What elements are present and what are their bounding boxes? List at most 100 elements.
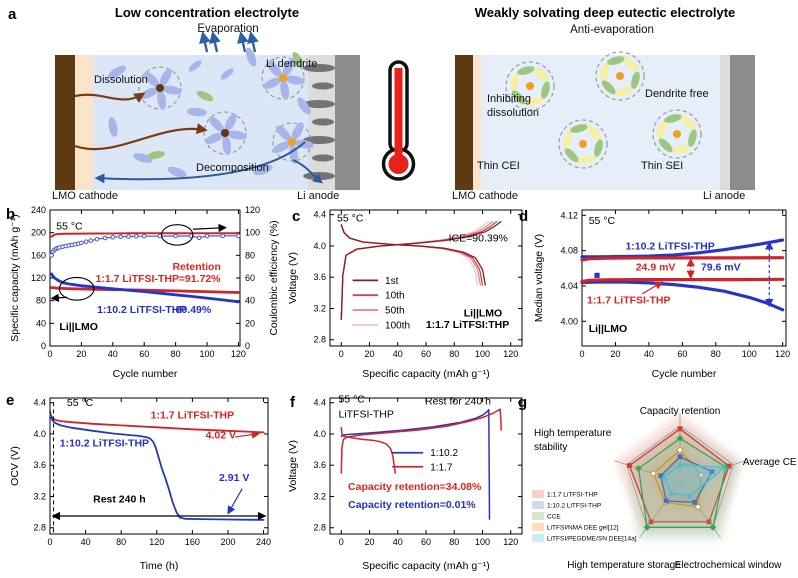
panel-d-label: d [519,208,529,225]
annotation: Rest 240 h [93,494,146,506]
li-dendrite-label: Li dendrite [266,58,318,70]
annotation-arrow [192,223,227,233]
annotation: Capacity retention=34.08% [348,481,482,493]
anti-evaporation-label: Anti-evaporation [570,24,654,36]
series-line [580,280,785,312]
cei-strip [75,55,93,190]
evaporating-solvent-icons [188,60,234,80]
eutectic-cluster [505,61,555,111]
y-tick-label: 200 [31,228,46,238]
x-tick-label: 160 [185,537,200,547]
annotation-arrow [227,488,243,515]
y-axis-label: Voltage (V) [287,252,299,304]
eutectic-cluster [652,109,702,159]
plot-frame [49,397,269,535]
x-tick-label: 40 [644,349,654,359]
annotation: 24.9 mV [636,261,676,273]
annotation: Retention [172,261,220,273]
inhibiting-dissolution-label: Inhibiting dissolution [487,93,539,119]
annotation: 79.6 mV [701,261,741,273]
radar-legend-label: 1:1.7 LiTFSI-THP [547,492,598,499]
y-tick-label: 80 [36,296,46,306]
legend-label: 1:1.7 [430,462,453,473]
eutectic-cluster [595,51,645,101]
x-tick-label: 120 [503,349,518,359]
radar-axis-label: stability [534,442,567,453]
y-tick-label: 160 [31,250,46,260]
radar-legend-label: LiTFSI/PEGDME/SN DEE[14a] [547,536,637,543]
deep-eutectic-schematic [455,51,755,190]
y-tick-label: 4.4 [313,210,326,220]
left-schematic-title: Low concentration electrolyte [114,5,300,20]
solvated-li-cluster [272,122,314,164]
annotation: =91.72% [179,273,221,285]
radar-legend-swatch [532,501,544,509]
x-tick-label: 0 [339,537,344,547]
x-tick-label: 80 [711,349,721,359]
x-tick-label: 240 [256,537,271,547]
annotation: 55 °C [589,215,616,227]
annotation-ellipse [160,224,194,246]
x-tick-label: 120 [775,349,790,359]
x-tick-label: 80 [171,349,181,359]
annotation: 1:1.7 LiTFSI-THP [151,409,234,421]
thermometer-icon [381,60,416,181]
x-tick-label: 40 [108,349,118,359]
legend-label: 1:10.2 [430,448,458,459]
y-tick-label: 3.6 [313,272,326,282]
x-tick-label: 0 [47,349,52,359]
x-tick-label: 120 [231,349,246,359]
x-tick-label: 0 [47,537,52,547]
x-tick-label: 100 [475,349,490,359]
thin-cei-strip [473,55,481,190]
low-concentration-schematic [55,31,360,190]
x-tick-label: 20 [365,349,375,359]
annotation: 55 °C [56,220,83,232]
radar-axis-label: Electrochemical window [675,560,782,571]
panel-b-label: b [6,206,16,223]
x-tick-label: 80 [449,537,459,547]
annotation: Li||LMO [59,321,98,333]
annotation: 1:10.2 LiTFSI-THP [97,304,186,316]
dissolution-arrows [74,92,208,151]
annotation: Rest for 240 h [425,395,491,407]
panel-f-chart: 0 20 40 60 80 100 120 2.8 3.2 3.6 4.0 4.4 Specific c… [287,394,523,572]
legend-label: 50th [385,306,404,317]
y-tick-label: 240 [31,205,46,215]
annotation: 1:1.7 LiTFSI-THP [96,273,179,285]
radar-axis-label: Average CE [743,457,797,468]
panel-e-label: e [6,392,15,409]
x-axis-label: Time (h) [140,560,179,572]
series-line [49,411,265,521]
right-anode-label: Li anode [703,190,746,202]
lmo-cathode-strip [455,55,473,190]
y-axis-label: Voltage (V) [287,440,299,492]
annotation-arrow [641,281,664,295]
y2-tick-label: 120 [245,205,260,215]
radar-legend-swatch [532,512,544,520]
panel-c-chart: 0 20 40 60 80 100 120 2.8 3.2 3.6 4.0 4.4 Specific c… [287,209,523,380]
additive-icons [147,51,304,160]
annotation: 55 °C [338,394,365,406]
annotation-ellipse [58,276,95,301]
y-tick-label: 2.8 [313,523,326,533]
annotation: Li||LMO [589,323,628,335]
y-axis-label: Median voltage (V) [533,234,545,322]
x-tick-label: 60 [677,349,687,359]
radar-legend-swatch [532,534,544,542]
y-axis-label: OCV (V) [9,446,21,486]
y2-tick-label: 100 [245,228,260,238]
thin-sei-label: Thin SEI [641,160,684,172]
dendrite-free-label: Dendrite free [645,88,709,100]
y-tick-label: 40 [36,318,46,328]
y-tick-label: 4.0 [313,241,326,251]
x-tick-label: 80 [116,537,126,547]
radar-axis-label: High temperature storage [567,560,681,571]
left-cathode-label: LMO cathode [52,190,119,202]
x-tick-label: 100 [742,349,757,359]
radar-legend-label: 1:10.2 LiTFSI-THP [547,503,601,510]
series-line [340,224,486,286]
y2-axis-label: Coulombic efficiency (%) [268,220,280,335]
annotation-arrow [234,430,261,439]
